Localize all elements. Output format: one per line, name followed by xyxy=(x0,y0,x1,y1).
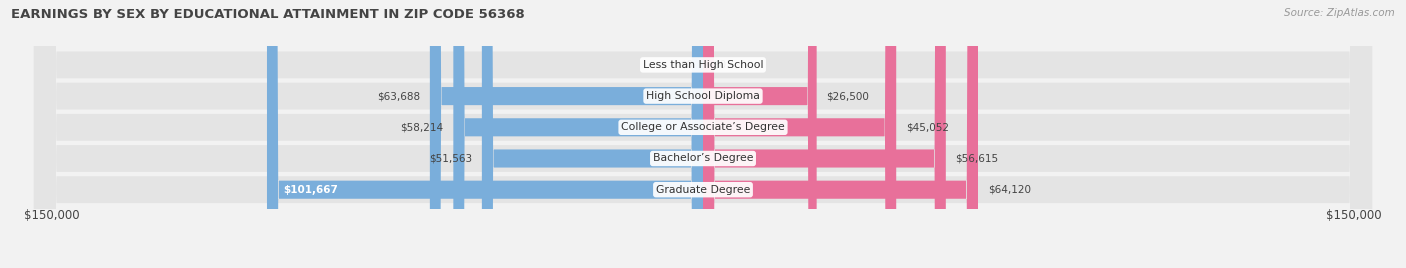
Text: $56,615: $56,615 xyxy=(956,154,998,163)
Text: High School Diploma: High School Diploma xyxy=(647,91,759,101)
Text: $0: $0 xyxy=(713,60,725,70)
FancyBboxPatch shape xyxy=(703,0,979,268)
FancyBboxPatch shape xyxy=(430,0,703,268)
Text: $51,563: $51,563 xyxy=(429,154,472,163)
Text: $58,214: $58,214 xyxy=(401,122,444,132)
Text: Bachelor’s Degree: Bachelor’s Degree xyxy=(652,154,754,163)
Text: $64,120: $64,120 xyxy=(987,185,1031,195)
FancyBboxPatch shape xyxy=(34,0,1372,268)
Text: College or Associate’s Degree: College or Associate’s Degree xyxy=(621,122,785,132)
Text: $150,000: $150,000 xyxy=(1326,209,1382,222)
FancyBboxPatch shape xyxy=(703,0,817,268)
FancyBboxPatch shape xyxy=(34,0,1372,268)
Text: $150,000: $150,000 xyxy=(24,209,80,222)
Text: $63,688: $63,688 xyxy=(377,91,420,101)
Text: $45,052: $45,052 xyxy=(905,122,949,132)
Text: EARNINGS BY SEX BY EDUCATIONAL ATTAINMENT IN ZIP CODE 56368: EARNINGS BY SEX BY EDUCATIONAL ATTAINMEN… xyxy=(11,8,524,21)
Text: Graduate Degree: Graduate Degree xyxy=(655,185,751,195)
Text: $101,667: $101,667 xyxy=(283,185,337,195)
Text: Less than High School: Less than High School xyxy=(643,60,763,70)
FancyBboxPatch shape xyxy=(703,0,946,268)
Text: $0: $0 xyxy=(681,60,693,70)
FancyBboxPatch shape xyxy=(267,0,703,268)
Text: $26,500: $26,500 xyxy=(827,91,869,101)
FancyBboxPatch shape xyxy=(34,0,1372,268)
FancyBboxPatch shape xyxy=(34,0,1372,268)
FancyBboxPatch shape xyxy=(703,0,896,268)
FancyBboxPatch shape xyxy=(453,0,703,268)
FancyBboxPatch shape xyxy=(34,0,1372,268)
FancyBboxPatch shape xyxy=(482,0,703,268)
Text: Source: ZipAtlas.com: Source: ZipAtlas.com xyxy=(1284,8,1395,18)
